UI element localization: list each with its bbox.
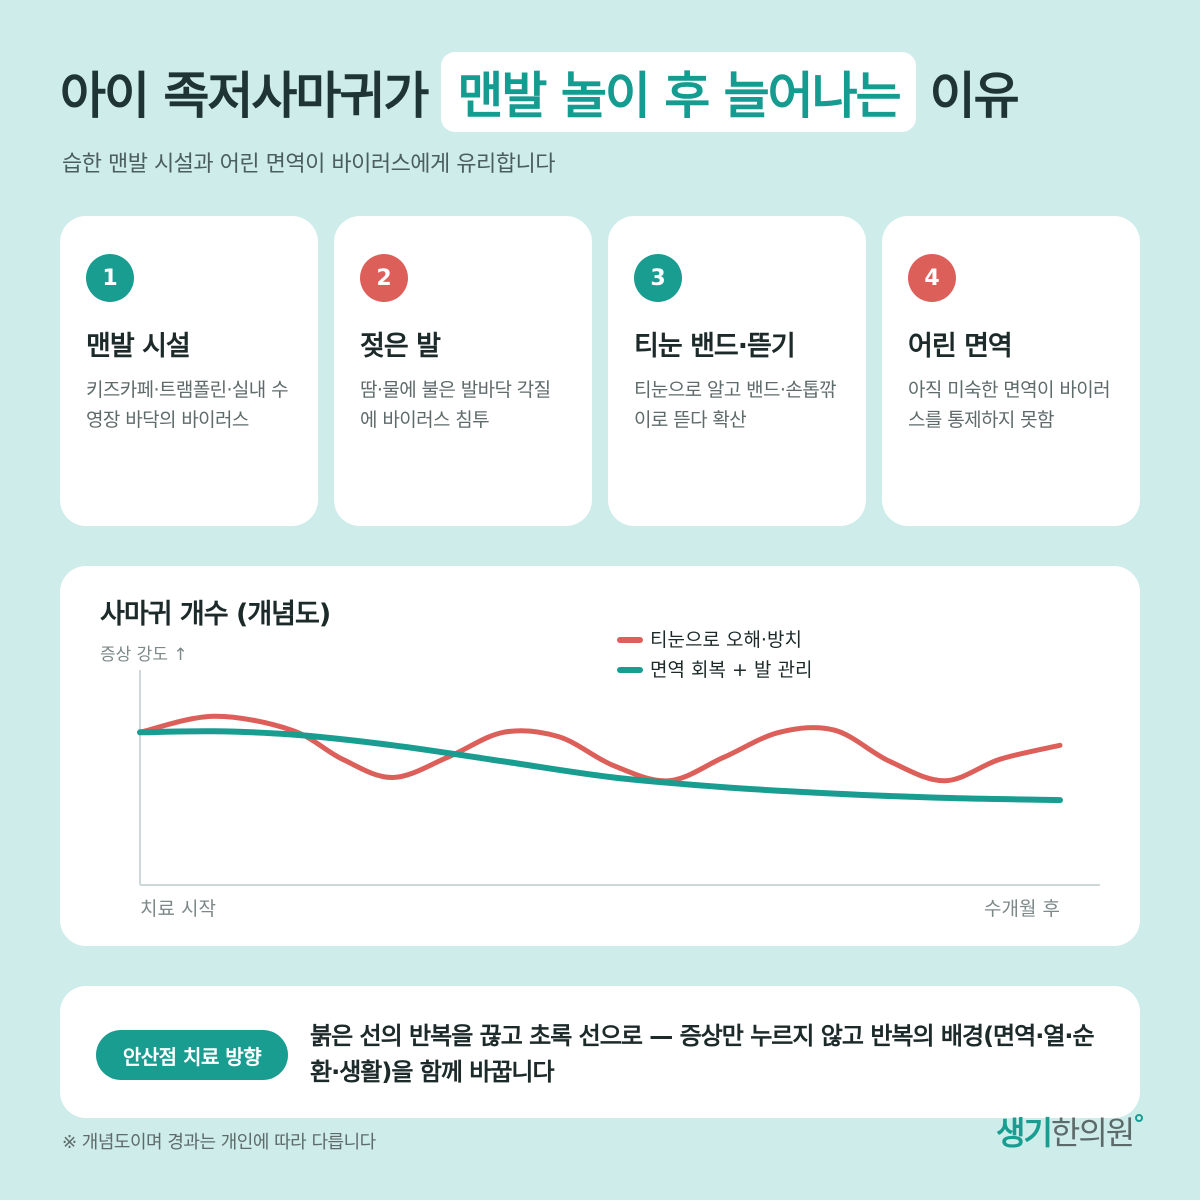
treatment-direction-badge: 안산점 치료 방향 xyxy=(96,1030,288,1080)
cause-card-4: 4 어린 면역 아직 미숙한 면역이 바이러스를 통제하지 못함 xyxy=(882,216,1140,526)
card-title: 젖은 발 xyxy=(360,331,441,362)
logo-dot-icon xyxy=(1135,1114,1144,1122)
cause-card-3: 3 티눈 밴드·뜯기 티눈으로 알고 밴드·손톱깎이로 뜯다 확산 xyxy=(608,216,866,526)
card-description: 키즈카페·트램폴린·실내 수영장 바닥의 바이러스 xyxy=(86,379,289,431)
series-line-misdiagnosis xyxy=(137,713,1063,784)
series-line-recovery xyxy=(137,728,1063,804)
footnote: ※ 개념도이며 경과는 개인에 따라 다릅니다 xyxy=(62,1132,376,1153)
card-title: 티눈 밴드·뜯기 xyxy=(634,331,796,362)
chart-title: 사마귀 개수 (개념도) xyxy=(100,599,331,630)
treatment-description: 붉은 선의 반복을 끊고 초록 선으로 — 증상만 누르지 않고 반복의 배경(… xyxy=(310,1022,1095,1086)
treatment-panel: 안산점 치료 방향 붉은 선의 반복을 끊고 초록 선으로 — 증상만 누르지 … xyxy=(60,986,1140,1118)
x-end-label: 수개월 후 xyxy=(984,898,1060,920)
page-title: 아이 족저사마귀가 맨발 놀이 후 늘어나는 이유 xyxy=(60,52,1020,132)
y-axis-label: 증상 강도 ↑ xyxy=(100,645,188,665)
cause-card-2: 2 젖은 발 땀·물에 불은 발바닥 각질에 바이러스 침투 xyxy=(334,216,592,526)
title-highlight: 맨발 놀이 후 늘어나는 xyxy=(441,52,916,132)
card-number-badge: 4 xyxy=(908,254,956,302)
brand-logo: 생기한의원 xyxy=(996,1108,1144,1154)
page-subtitle: 습한 맨발 시설과 어린 면역이 바이러스에게 유리합니다 xyxy=(62,152,555,177)
card-number-badge: 1 xyxy=(86,254,134,302)
card-description: 티눈으로 알고 밴드·손톱깎이로 뜯다 확산 xyxy=(634,379,837,431)
card-number-badge: 2 xyxy=(360,254,408,302)
card-description: 아직 미숙한 면역이 바이러스를 통제하지 못함 xyxy=(908,379,1111,431)
cause-card-1: 1 맨발 시설 키즈카페·트램폴린·실내 수영장 바닥의 바이러스 xyxy=(60,216,318,526)
card-title: 어린 면역 xyxy=(908,331,1013,362)
legend-label-red: 티눈으로 오해·방치 xyxy=(650,629,802,651)
logo-part-1: 생기 xyxy=(996,1114,1053,1152)
card-title: 맨발 시설 xyxy=(86,331,191,362)
title-suffix: 이유 xyxy=(929,67,1020,125)
chart-panel: 사마귀 개수 (개념도) 증상 강도 ↑ 치료 시작 수개월 후 티눈으로 오해… xyxy=(60,566,1140,946)
logo-part-2: 한의원 xyxy=(1050,1114,1135,1152)
x-start-label: 치료 시작 xyxy=(140,898,216,920)
card-number-badge: 3 xyxy=(634,254,682,302)
title-prefix: 아이 족저사마귀가 xyxy=(60,67,429,125)
concept-chart: 증상 강도 ↑ 치료 시작 수개월 후 티눈으로 오해·방치 면역 회복 + 발… xyxy=(100,629,1100,920)
legend-label-teal: 면역 회복 + 발 관리 xyxy=(650,659,812,681)
card-description: 땀·물에 불은 발바닥 각질에 바이러스 침투 xyxy=(360,379,551,431)
